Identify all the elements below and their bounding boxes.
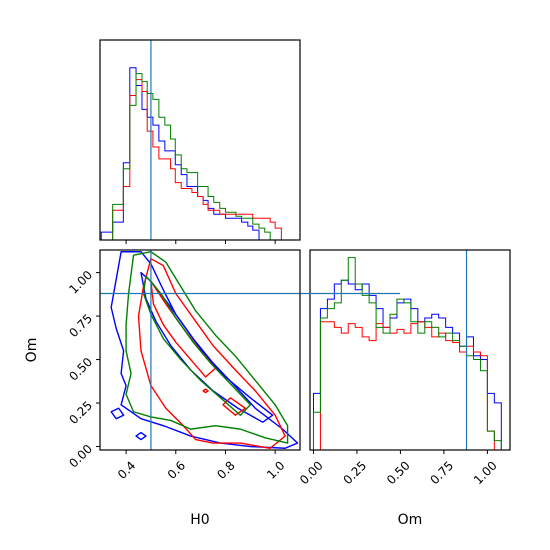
cont-y-ytick-label: 1.00 — [66, 268, 95, 297]
histogram-series-2 — [312, 257, 509, 450]
contour-area — [110, 250, 299, 450]
histogram-frame — [309, 249, 511, 451]
histogram-frame — [99, 39, 301, 241]
contour-island-2 — [110, 407, 125, 420]
hist-Om-xtick-label: 0.50 — [384, 458, 413, 487]
hist-Om-xtick-label: 1.00 — [471, 458, 500, 487]
y-axis-label-Om: Om — [24, 338, 40, 363]
histogram-H0 — [100, 40, 296, 240]
contour-frame — [99, 249, 301, 451]
cont-x-xtick-label: 0.4 — [115, 458, 138, 481]
contour-outer-8 — [125, 251, 289, 444]
histogram-area — [100, 40, 296, 240]
cont-x-xtick-label: 1.0 — [264, 458, 287, 481]
contour-island-3 — [135, 431, 147, 441]
contour-outer-0 — [110, 251, 299, 449]
hist-Om-xtick-label: 0.00 — [297, 458, 326, 487]
contour-inner-9 — [142, 275, 252, 416]
contour-panel — [100, 250, 400, 450]
histogram-series-1 — [101, 79, 296, 240]
histogram-series-2 — [101, 73, 296, 240]
cont-x-xtick-label: 0.6 — [165, 458, 188, 481]
cont-x-xtick-label: 0.8 — [214, 458, 237, 481]
x-axis-label-H0: H0 — [190, 512, 209, 528]
hist-Om-xtick-label: 0.75 — [427, 458, 456, 487]
cont-y-ytick-label: 0.75 — [66, 311, 95, 340]
cont-y-ytick-label: 0.00 — [66, 442, 95, 471]
contour-island-7 — [202, 388, 209, 394]
histogram-Om — [312, 250, 509, 450]
x-axis-label-Om: Om — [398, 512, 423, 528]
hist-Om-xtick-label: 0.25 — [341, 458, 370, 487]
cont-y-ytick-label: 0.25 — [66, 398, 95, 427]
contour-inner-1 — [140, 271, 274, 423]
contour-outer-4 — [137, 257, 286, 449]
cont-y-ytick-label: 0.50 — [66, 355, 95, 384]
histogram-series-1 — [313, 321, 509, 450]
histogram-area — [312, 250, 509, 450]
